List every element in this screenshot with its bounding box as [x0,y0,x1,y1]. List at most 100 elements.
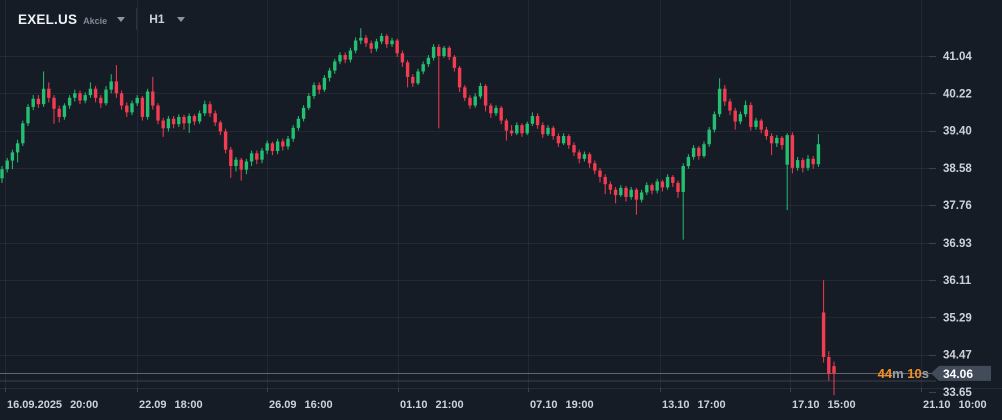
candle-body [93,88,98,98]
time-tick-label[interactable]: 26.09 16:00 [269,399,333,411]
candle-body [468,97,472,106]
candle-body [478,86,483,97]
candle-body [343,55,347,60]
candle-body [208,104,212,114]
candle-body [67,97,72,106]
candle-body [686,156,691,167]
candle-body [213,113,217,123]
candle-body [572,145,576,153]
candle-body [811,158,815,165]
candle-body [390,40,394,45]
candle-body [535,116,540,126]
candle-body [187,116,191,124]
candle-body [769,136,774,144]
candle-body [52,97,56,109]
time-tick-label[interactable]: 22.09 18:00 [139,399,203,411]
price-tick-label[interactable]: 36.11 [943,275,972,287]
candle-body [151,91,155,106]
candle-body [281,141,285,147]
candle-body [691,147,696,157]
price-tick-label[interactable]: 39.40 [943,126,972,138]
candle-body [135,97,139,104]
price-tick-label[interactable]: 41.04 [943,51,972,63]
candle-body [494,107,498,114]
candle-body [832,366,836,374]
candle-body [275,141,280,152]
candle-body [541,125,545,135]
candle-body [707,129,711,145]
candle-body [515,125,519,134]
candle-body [525,123,529,134]
candle-body [296,118,301,128]
candle-body [31,98,35,107]
time-tick-label[interactable]: 17.10 15:00 [792,399,856,411]
time-tick-label[interactable]: 21.10 10:00 [923,399,987,411]
candle-body [613,189,618,196]
time-tick-label[interactable]: 13.10 17:00 [662,399,726,411]
candle-body [431,46,436,58]
price-tick-label[interactable]: 40.22 [943,88,972,100]
candle-body [577,152,581,159]
candle-body [171,118,176,125]
timeframe-label: H1 [149,12,165,26]
price-tick-label[interactable]: 37.76 [943,200,972,212]
candle-body [593,163,597,171]
header-divider [136,8,138,30]
candle-body [99,97,103,104]
candle-body [83,95,87,101]
candle-body [5,160,9,170]
candle-body [369,43,373,49]
candle-body [182,116,186,124]
candle-body [270,143,275,152]
candle-body [411,76,415,84]
chevron-down-icon [117,16,126,22]
candle-body [749,105,753,127]
candle-body [738,114,743,122]
candle-body [348,50,353,60]
candle-body [166,118,171,129]
candle-body [561,136,566,144]
candle-body [322,77,327,90]
candle-body [364,37,368,44]
candle-body [473,96,477,106]
candle-body [795,160,800,168]
candle-body [426,57,431,65]
symbol-selector[interactable]: EXEL.US Akcie [0,10,135,29]
time-tick-label[interactable]: 16.09.2025 20:00 [7,399,98,411]
candle-body [650,185,654,191]
price-tick-label[interactable]: 35.29 [943,312,972,324]
candle-body [405,62,410,77]
candle-body [249,153,254,162]
candle-body [717,88,722,115]
candle-body [260,150,264,160]
price-tick-label[interactable]: 33.65 [943,387,972,399]
price-tick-label[interactable]: 38.58 [943,163,972,175]
candle-body [177,116,181,125]
candle-body [374,41,379,49]
candle-body [624,187,628,197]
timeframe-selector[interactable]: H1 [138,10,194,28]
time-tick-label[interactable]: 07.10 19:00 [530,399,594,411]
candle-body [785,135,789,165]
candle-body [676,182,680,192]
price-tick-label[interactable]: 36.93 [943,238,972,250]
candle-body [140,97,145,117]
candle-body [827,357,831,374]
price-tick-label[interactable]: 34.47 [943,350,972,362]
candle-body [645,185,649,193]
candle-body [156,105,160,121]
candle-body [109,81,113,90]
candle-body [546,127,550,135]
candle-body [333,61,337,71]
current-price-tag [931,365,991,381]
candle-body [47,88,51,98]
candle-body [400,53,405,63]
candle-body [234,159,238,167]
candle-body [671,176,675,183]
candle-body [483,86,488,106]
time-tick-label[interactable]: 01.10 21:00 [400,399,464,411]
candle-body [499,107,503,121]
